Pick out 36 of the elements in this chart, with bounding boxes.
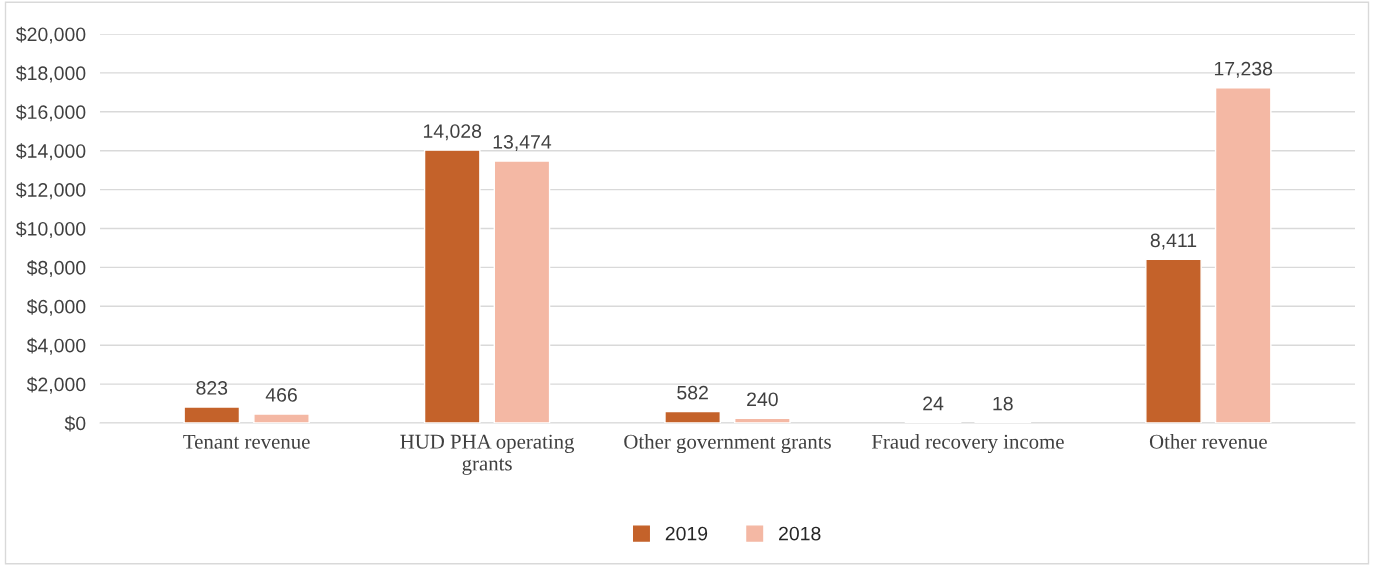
y-tick-label: $14,000	[16, 143, 86, 161]
x-tick-label: Other revenue	[1149, 434, 1267, 449]
data-label: 13,474	[493, 134, 552, 152]
data-label: 8,411	[1150, 233, 1197, 250]
y-tick-label: $16,000	[16, 104, 86, 122]
y-tick-label: $20,000	[16, 26, 86, 44]
y-tick-label: $4,000	[26, 337, 86, 355]
data-label: 466	[265, 387, 297, 402]
data-label: 823	[196, 381, 228, 395]
y-tick-label: $2,000	[26, 376, 86, 394]
y-tick-label: $10,000	[16, 221, 86, 239]
y-tick-label: $18,000	[16, 65, 86, 83]
bar	[1145, 258, 1202, 423]
bar	[1214, 87, 1272, 423]
legend-label: 2019	[665, 526, 708, 541]
bar	[253, 413, 310, 423]
data-label: 18	[993, 396, 1013, 411]
bar	[423, 149, 481, 423]
y-tick-label: $8,000	[26, 260, 86, 277]
x-tick-label: Fraud recovery income	[871, 434, 1064, 454]
data-label: 24	[923, 396, 944, 411]
x-tick-label: Tenant revenue	[183, 434, 310, 449]
x-tick-label: Other government grants	[624, 434, 831, 454]
bar	[183, 406, 241, 423]
data-label: 14,028	[423, 124, 482, 141]
bar	[734, 417, 791, 423]
y-tick-label: $0	[64, 415, 86, 432]
data-label: 240	[747, 392, 778, 407]
bar	[664, 410, 721, 423]
y-tick-label: $6,000	[26, 298, 86, 316]
bar	[493, 160, 551, 423]
x-tick-label: HUD PHA operating grants	[400, 434, 575, 475]
y-tick-label: $12,000	[16, 182, 86, 200]
legend-label: 2018	[779, 526, 821, 541]
data-label: 17,238	[1214, 61, 1273, 78]
data-label: 582	[677, 385, 708, 400]
